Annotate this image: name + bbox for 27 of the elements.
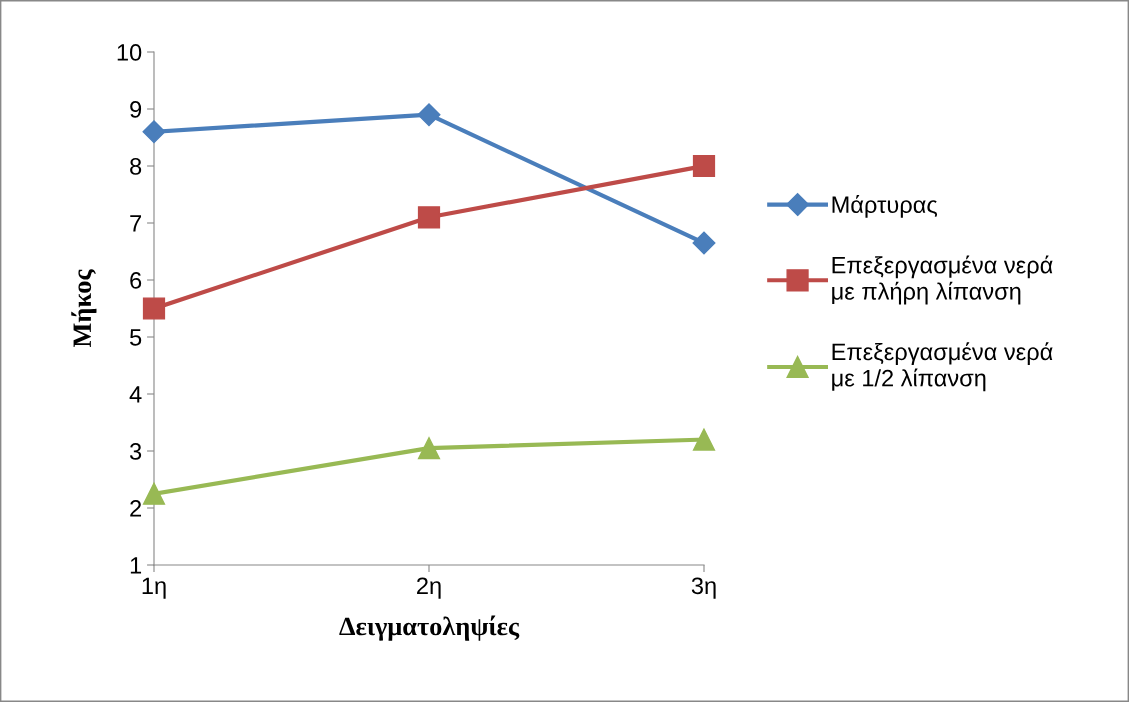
y-axis-title: Μήκος	[71, 269, 97, 348]
y-tick-label: 1	[130, 557, 142, 574]
x-tick-label: 2η	[417, 577, 441, 599]
point	[692, 231, 716, 255]
legend-label: Επεξεργασμένα νερά με 1/2 λίπανση	[832, 342, 1053, 392]
y-tick-label: 4	[129, 386, 142, 403]
legend-label: Επεξεργασμένα νερά με πλήρη λίπανση	[832, 255, 1053, 305]
y-tick-label: 10	[117, 44, 142, 61]
x-tick-label: 3η	[691, 577, 716, 599]
y-tick-label: 7	[130, 215, 142, 232]
y-tick-label: 3	[129, 443, 142, 460]
y-tick-label: 8	[130, 158, 142, 175]
point	[692, 154, 716, 178]
x-axis-title: Δειγματοληψίες	[339, 615, 520, 641]
point	[692, 428, 716, 451]
point	[417, 437, 441, 460]
point	[142, 120, 166, 144]
point	[142, 297, 166, 320]
y-tick-label: 5	[130, 329, 142, 346]
point	[417, 103, 441, 127]
point	[417, 206, 441, 229]
point	[142, 482, 166, 505]
y-tick-label: 9	[130, 101, 142, 118]
legend-label: Μάρτυρας	[832, 195, 938, 218]
y-tick-label: 2	[130, 500, 142, 517]
x-tick-label: 1η	[142, 577, 166, 599]
y-tick-label: 6	[130, 272, 142, 289]
